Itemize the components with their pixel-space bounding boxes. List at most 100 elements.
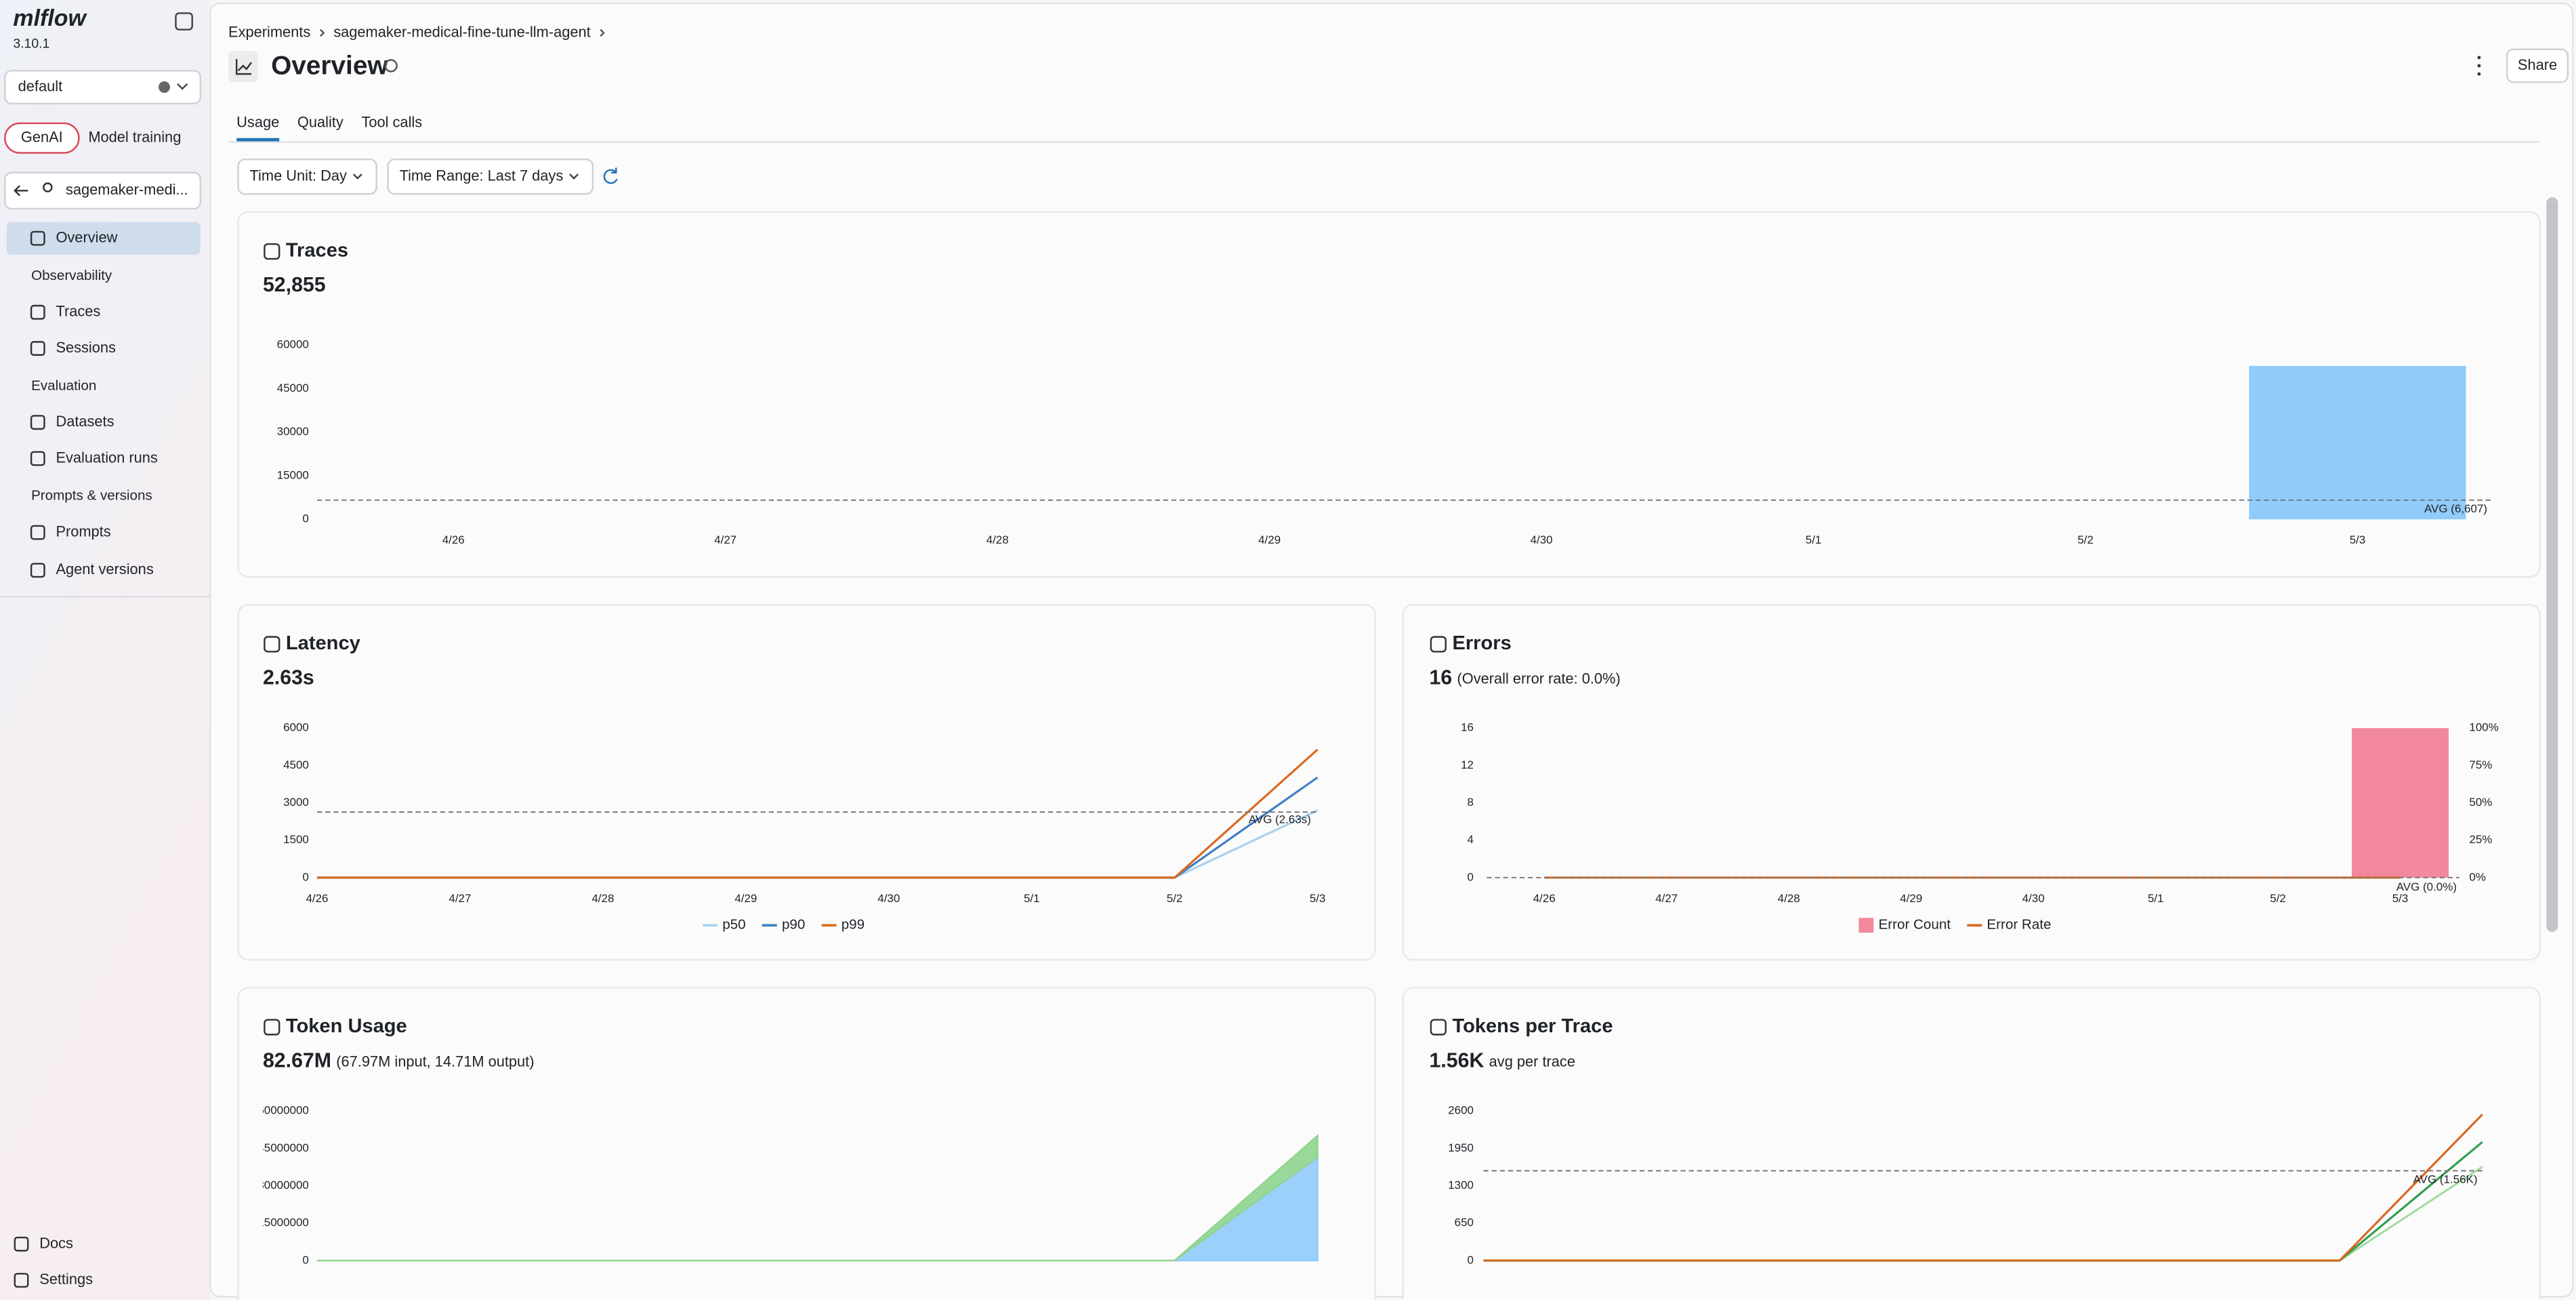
y-tick-label: 45000: [277, 382, 309, 394]
legend-label: Error Count: [1879, 917, 1951, 933]
mode-genai[interactable]: [4, 122, 80, 154]
x-tick-label: 4/26: [442, 533, 465, 546]
share-button[interactable]: [2506, 48, 2569, 83]
y-tick-label: 0: [302, 870, 308, 883]
x-tick-label: 4/27: [1655, 892, 1678, 905]
filter-label: Time Unit: Day: [250, 167, 348, 184]
x-tick-label: 4/28: [591, 892, 614, 905]
chart-headline: 82.67M: [263, 1049, 331, 1072]
y-tick-label: 30000: [277, 425, 309, 438]
tab[interactable]: Usage: [236, 114, 279, 131]
x-tick-label: 5/1: [2148, 892, 2164, 905]
chart-headline-note: avg per trace: [1489, 1053, 1575, 1070]
chart-icon: [1430, 1019, 1447, 1036]
y2-tick-label: 100%: [2469, 721, 2498, 734]
legend-label: p99: [842, 917, 865, 933]
tab-underline: [236, 138, 280, 142]
nav-heading: Prompts & versions: [31, 488, 152, 504]
tab[interactable]: Quality: [297, 114, 344, 131]
area: [316, 1133, 1318, 1262]
breadcrumb-separator: [600, 28, 605, 37]
experiment-name: sagemaker-medi...: [66, 181, 188, 198]
chart-icon: [264, 243, 281, 260]
legend-swatch: [1858, 918, 1874, 933]
chart-card: [1402, 987, 2541, 1300]
y-tick-label: 1500: [283, 833, 309, 846]
chart-title: Latency: [286, 632, 361, 654]
nav-icon: [30, 563, 45, 578]
version: 3.10.1: [13, 37, 49, 52]
chart-headline: 16: [1430, 666, 1453, 689]
breadcrumb-link[interactable]: Experiments: [228, 23, 310, 40]
nav-icon: [30, 525, 45, 540]
nav-item[interactable]: Evaluation runs: [56, 449, 157, 466]
series-line: [316, 748, 1318, 879]
experiment-select[interactable]: [4, 171, 202, 210]
breadcrumb-link[interactable]: sagemaker-medical-fine-tune-llm-agent: [333, 23, 590, 40]
chart-icon: [264, 1019, 281, 1036]
footer-icon: [14, 1236, 29, 1252]
chart-icon: [235, 59, 252, 75]
nav-icon: [30, 230, 45, 246]
bar: [2249, 365, 2466, 520]
chart-title: Traces: [286, 240, 348, 262]
x-tick-label: 5/3: [2392, 892, 2409, 905]
filter-button[interactable]: [237, 159, 377, 195]
y-tick-label: 15000000: [257, 1216, 309, 1229]
y2-tick-label: 75%: [2469, 758, 2492, 771]
clear-icon: [158, 81, 170, 94]
nav-item[interactable]: Traces: [56, 302, 100, 319]
y-tick-label: 2600: [1448, 1104, 1474, 1117]
nav-icon: [30, 304, 45, 320]
x-tick-label: 5/3: [2350, 533, 2366, 546]
x-tick-label: 4/30: [2022, 892, 2045, 905]
person-icon: [43, 182, 53, 192]
y-tick-labels: 0 15000000 30000000 45000000 60000000: [257, 1104, 309, 1267]
y-tick-label: 0: [1468, 870, 1474, 883]
collapse-button[interactable]: [175, 12, 193, 31]
y-tick-label: 3000: [283, 796, 309, 809]
nav-heading: Observability: [31, 268, 112, 283]
chart-title: Token Usage: [286, 1015, 407, 1037]
nav-icon: [30, 341, 45, 356]
chart-icon: [1430, 636, 1447, 653]
filter-button[interactable]: [387, 159, 594, 195]
nav-item[interactable]: Prompts: [56, 523, 110, 540]
chart-card: [1402, 604, 2541, 961]
average-label: AVG (0.0%): [2396, 880, 2457, 893]
y-tick-label: 4500: [283, 758, 309, 771]
chevron: [569, 174, 579, 180]
chevron: [352, 174, 362, 180]
y-tick-label: 650: [1455, 1216, 1474, 1229]
refresh-icon[interactable]: [603, 167, 618, 184]
bar: [2352, 728, 2449, 878]
nav-item[interactable]: Overview: [56, 228, 117, 245]
x-tick-label: 4/29: [1900, 892, 1922, 905]
chart-card: [237, 604, 1376, 961]
filter-label: Time Range: Last 7 days: [400, 167, 564, 184]
nav-item[interactable]: Agent versions: [56, 561, 153, 577]
y2-tick-label: 50%: [2469, 796, 2492, 809]
nav-active: [6, 222, 201, 255]
y-tick-label: 45000000: [257, 1141, 309, 1154]
mode-label: Model training: [88, 128, 181, 145]
footer-link[interactable]: Docs: [39, 1234, 73, 1251]
x-tick-label: 4/29: [734, 892, 757, 905]
x-tick-label: 4/30: [877, 892, 900, 905]
tab[interactable]: Tool calls: [361, 114, 422, 131]
legend-label: p90: [782, 917, 805, 933]
nav-item[interactable]: Datasets: [56, 413, 114, 430]
footer-link[interactable]: Settings: [39, 1271, 93, 1288]
legend-label: Error Rate: [1987, 917, 2051, 933]
y-tick-label: 1300: [1448, 1179, 1474, 1192]
workspace-select[interactable]: [4, 70, 202, 104]
average-label: AVG (2.63s): [1249, 813, 1311, 826]
sidebar: [0, 0, 211, 1300]
logo: mlflow: [13, 5, 87, 31]
y-tick-label: 6000: [283, 721, 309, 734]
nav-item[interactable]: Sessions: [56, 339, 116, 356]
chart-title: Tokens per Trace: [1452, 1015, 1613, 1037]
y-tick-label: 0: [302, 1253, 308, 1266]
